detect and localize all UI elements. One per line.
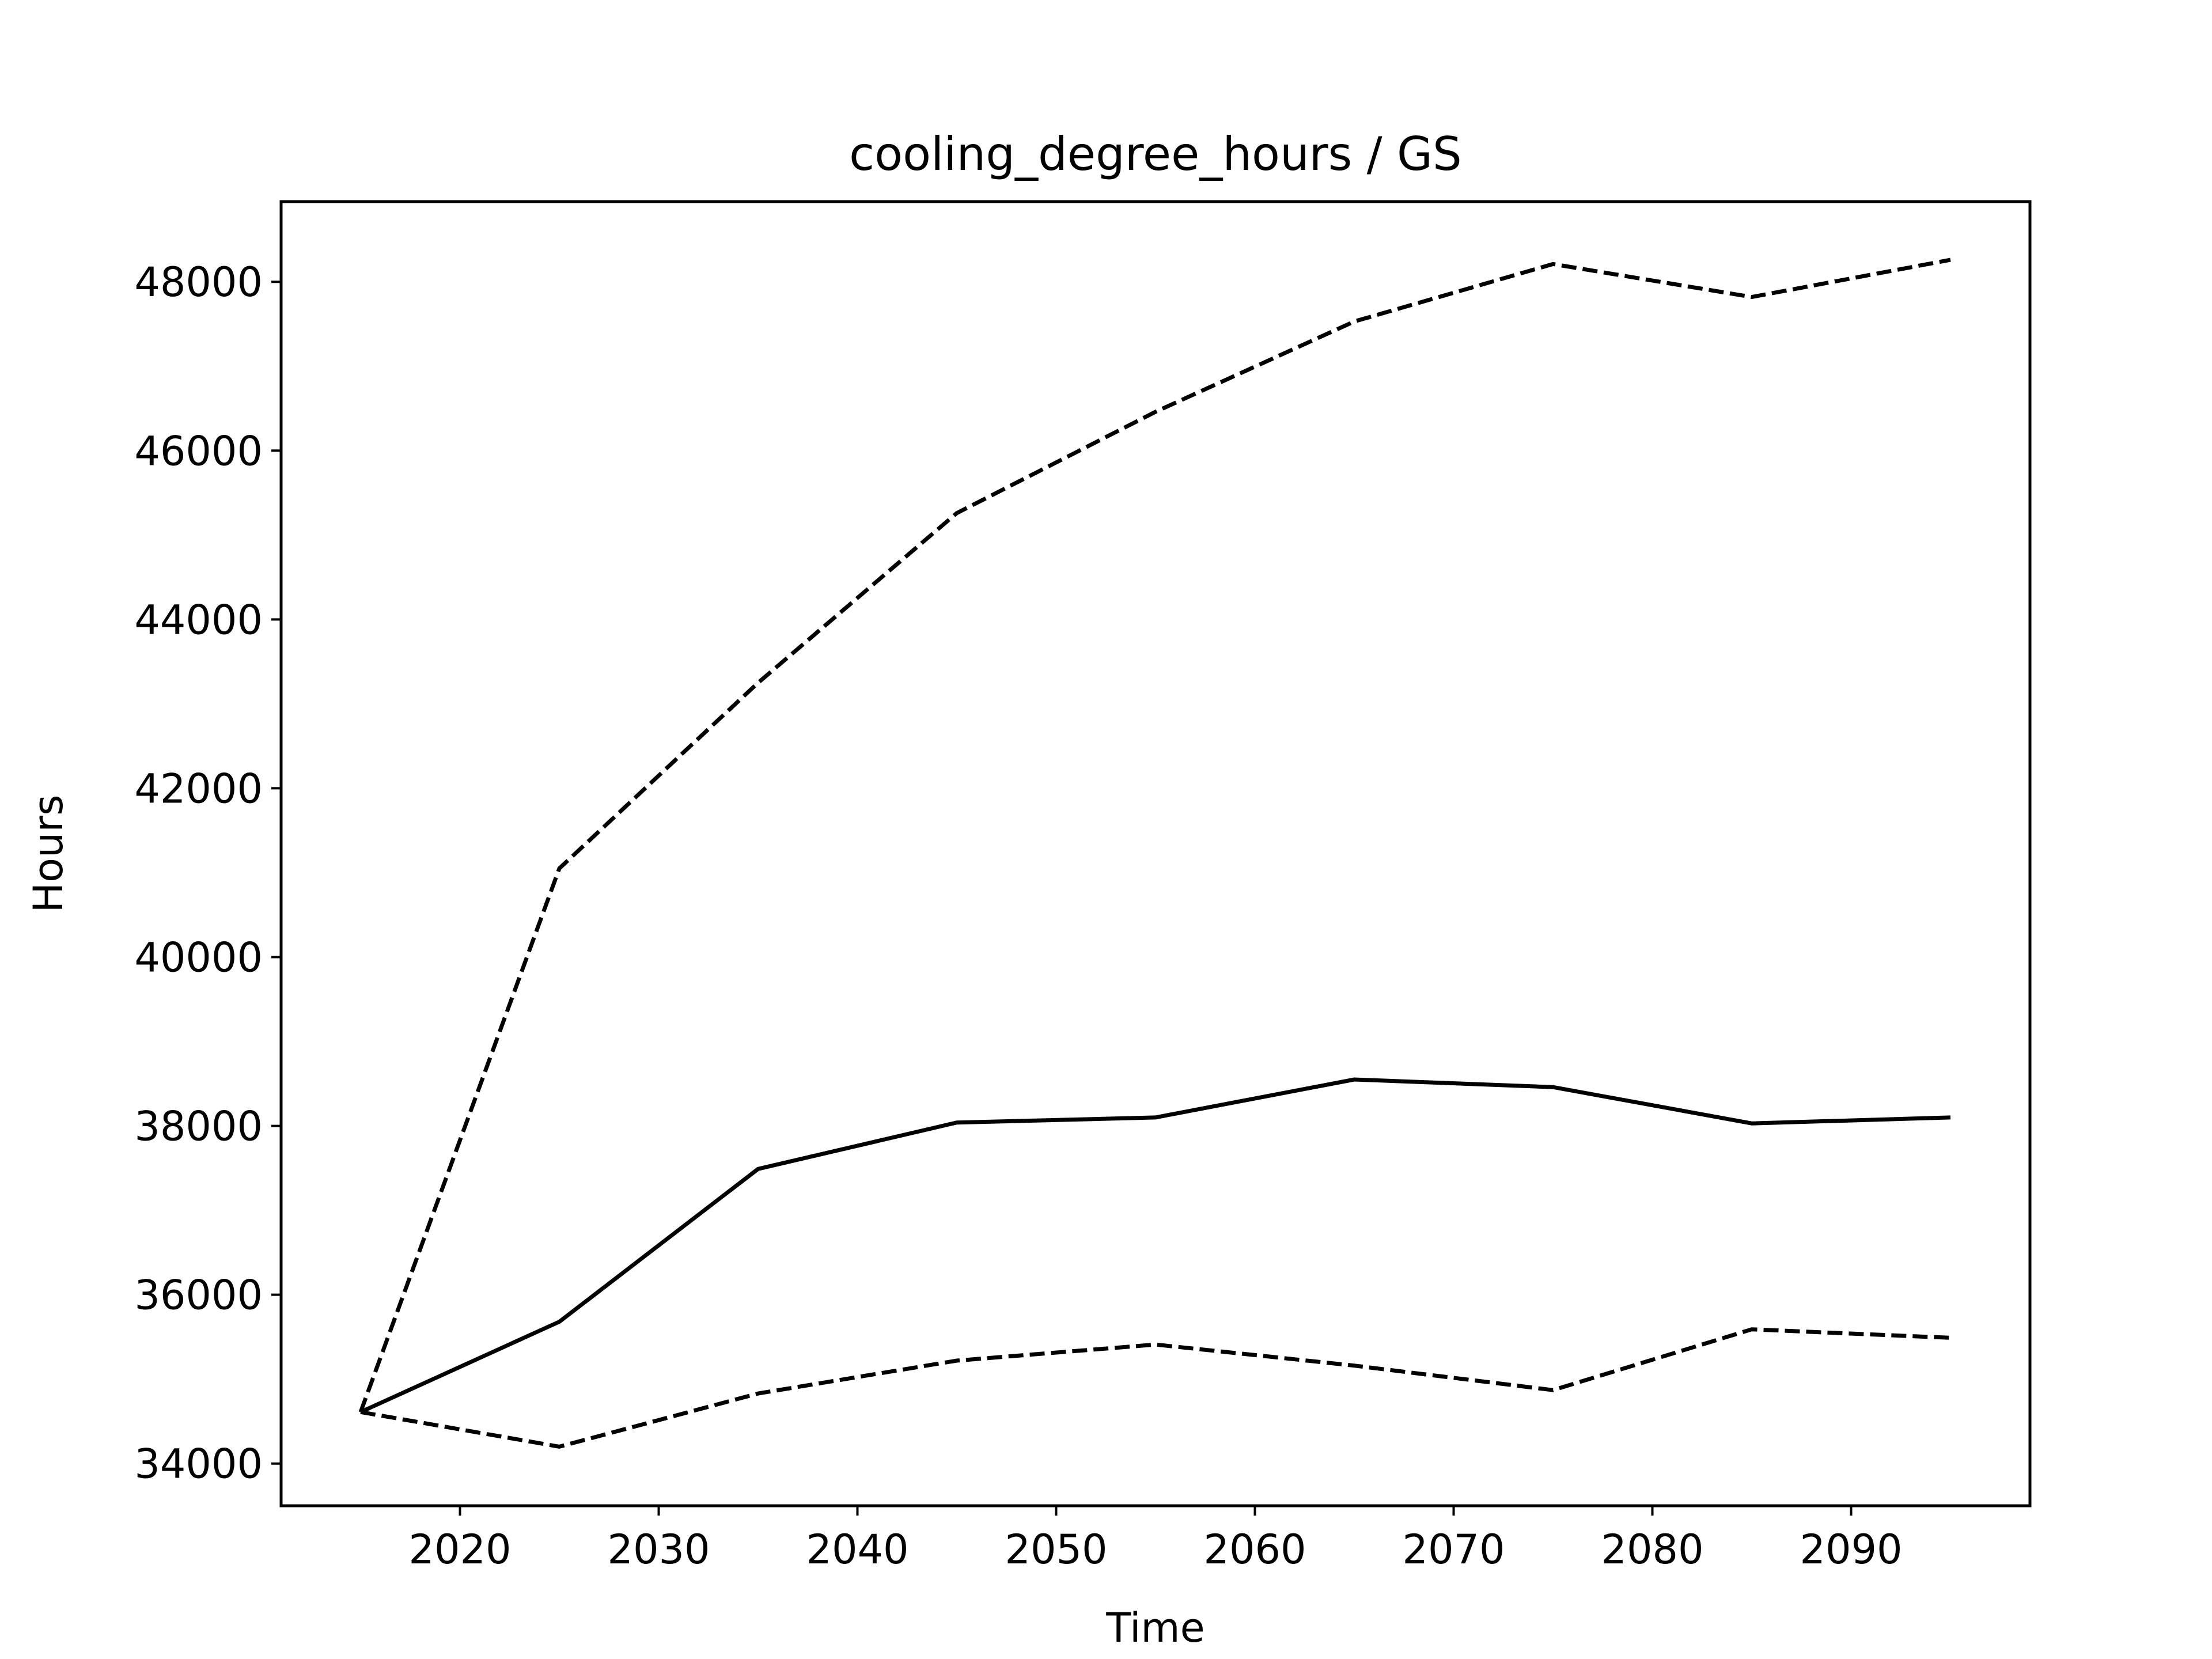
- y-tick-label: 38000: [134, 1103, 263, 1150]
- y-axis-label: Hours: [25, 794, 72, 912]
- x-tick-label: 2090: [1800, 1526, 1902, 1573]
- y-tick-label: 48000: [134, 259, 263, 306]
- dashed-series-line-2: [360, 1327, 1951, 1449]
- x-tick-label: 2020: [408, 1526, 511, 1573]
- x-tick-label: 2080: [1601, 1526, 1703, 1573]
- x-tick-label: 2070: [1402, 1526, 1505, 1573]
- x-axis-label: Time: [1105, 1604, 1205, 1652]
- y-tick-label: 34000: [134, 1441, 263, 1488]
- solid-series-line-0: [359, 1077, 1951, 1414]
- y-tick-label: 36000: [134, 1272, 263, 1319]
- plot-frame: [279, 200, 2032, 1508]
- chart-title: cooling_degree_hours / GS: [849, 127, 1462, 181]
- y-tick-label: 44000: [134, 596, 263, 643]
- y-tick-label: 40000: [134, 934, 263, 982]
- dashed-series-line-1: [358, 257, 1951, 1413]
- x-tick-label: 2030: [607, 1526, 710, 1573]
- x-tick-label: 2050: [1005, 1526, 1107, 1573]
- x-tick-label: 2060: [1203, 1526, 1306, 1573]
- y-tick-label: 46000: [134, 427, 263, 475]
- series-layer: [358, 257, 1951, 1449]
- y-axis-ticks: 34000 36000 38000 40000 42000 44000 46000 48000: [134, 259, 281, 1488]
- y-tick-label: 42000: [134, 765, 263, 812]
- x-axis-ticks: 2020 2030 2040 2050 2060 2070 2080 2090: [408, 1506, 1903, 1573]
- x-tick-label: 2040: [806, 1526, 908, 1573]
